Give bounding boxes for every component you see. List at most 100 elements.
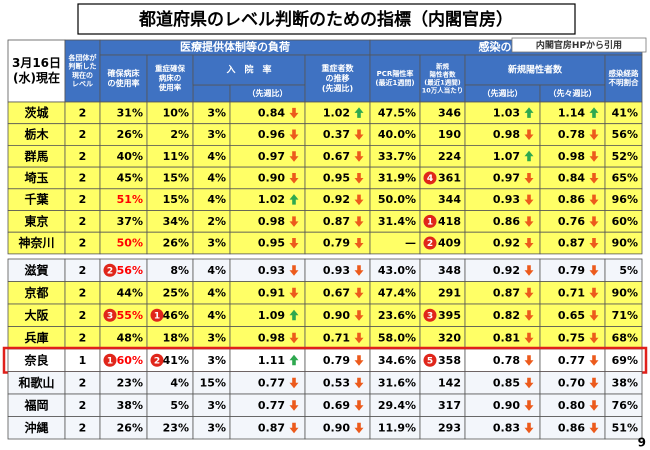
cell-text: 1.11 — [258, 354, 285, 367]
header-text: 新規陽性者数 — [508, 64, 563, 76]
rank-number: 1 — [107, 356, 113, 366]
cell-text: 395 — [438, 309, 461, 322]
cell-text: 0.93 — [323, 264, 350, 277]
cell-text: 0.98 — [558, 150, 585, 163]
table-cell — [604, 416, 643, 440]
cell-text: 0.77 — [258, 376, 285, 389]
cell-text: 90% — [612, 286, 638, 299]
cell-text: 和歌山 — [17, 375, 54, 390]
cell-text: 2 — [79, 237, 87, 250]
cell-text: 1.09 — [258, 309, 285, 322]
rank-badge — [103, 308, 117, 322]
cell-text: 348 — [438, 264, 461, 277]
cell-text: 0.67 — [323, 150, 350, 163]
cell-text: 48% — [117, 331, 143, 344]
cell-text: 40.0% — [378, 128, 416, 141]
cell-text: 51% — [612, 421, 638, 434]
trend-arrow — [289, 151, 299, 162]
trend-arrow — [524, 332, 534, 344]
header-text: 使用率 — [158, 82, 182, 92]
cell-text: 26% — [163, 237, 189, 250]
rank-badge — [103, 263, 117, 277]
header-text: 感染経路 — [609, 68, 639, 78]
cell-text: 2 — [79, 150, 87, 163]
cell-text: 26% — [117, 128, 143, 141]
cell-text: 0.96 — [258, 128, 285, 141]
cell-text: 茨城 — [24, 105, 48, 120]
cell-text: 3% — [207, 331, 226, 344]
cell-text: 2 — [79, 331, 87, 344]
trend-arrow — [354, 194, 364, 206]
trend-arrow — [524, 287, 534, 299]
cell-text: 34.6% — [378, 354, 416, 367]
cell-text: 40% — [117, 150, 143, 163]
cell-text: 2 — [79, 376, 87, 389]
header-text: 入 院 率 — [225, 64, 271, 76]
cell-text: 96% — [612, 193, 638, 206]
cell-text: 0.85 — [493, 376, 520, 389]
cell-text: 18% — [163, 331, 189, 344]
header-text: 現在の — [72, 70, 93, 79]
cell-text: 23.6% — [378, 309, 416, 322]
trend-arrow — [354, 129, 364, 141]
cell-text: 4% — [170, 376, 189, 389]
cell-text: 4% — [207, 309, 226, 322]
cell-text: — — [405, 237, 416, 250]
cell-text: 51% — [117, 193, 143, 206]
cell-text: 25% — [163, 286, 189, 299]
cell-text: 1.07 — [493, 150, 520, 163]
cell-text: 0.97 — [493, 171, 520, 184]
trend-arrow — [524, 194, 534, 206]
cell-text: 46% — [163, 309, 189, 322]
trend-arrow — [524, 265, 534, 276]
cell-text: 4% — [207, 264, 226, 277]
cell-text: 0.91 — [258, 286, 285, 299]
cell-text: 293 — [438, 421, 461, 434]
cell-text: 大阪 — [24, 307, 49, 322]
cell-text: 0.92 — [493, 264, 520, 277]
rank-badge — [150, 353, 164, 367]
rank-badge — [423, 353, 437, 367]
cell-text: 1.14 — [558, 106, 585, 119]
cell-text: 34% — [163, 215, 189, 228]
cell-text: 0.87 — [323, 215, 350, 228]
cell-text: 224 — [438, 150, 461, 163]
cell-text: 4% — [207, 193, 226, 206]
cell-text: 15% — [200, 376, 226, 389]
rank-number: 1 — [427, 217, 433, 227]
cell-text: 0.78 — [493, 354, 520, 367]
cell-text: 50.0% — [378, 193, 416, 206]
source-label: 内閣官房HPから引用 — [536, 39, 622, 51]
cell-text: 76% — [612, 399, 638, 412]
cell-text: 5% — [170, 399, 189, 412]
cell-text: 65% — [612, 171, 638, 184]
cell-text: 3% — [207, 399, 226, 412]
rank-number: 1 — [154, 311, 160, 321]
trend-arrow — [589, 194, 599, 206]
cell-text: 千葉 — [24, 192, 49, 207]
cell-text: 69% — [612, 354, 638, 367]
rank-badge — [423, 308, 437, 322]
cell-text: 0.79 — [323, 354, 350, 367]
rank-badge — [423, 236, 437, 250]
rank-badge — [423, 171, 437, 185]
rank-badge — [103, 353, 117, 367]
trend-arrow — [289, 287, 299, 299]
cell-text: 31% — [117, 106, 143, 119]
cell-text: 23% — [163, 421, 189, 434]
cell-text: 0.86 — [558, 193, 585, 206]
trend-arrow — [589, 422, 599, 434]
header-text: 病床の — [159, 73, 182, 83]
trend-arrow — [524, 422, 534, 434]
header-cell — [64, 39, 101, 103]
cell-text: 31.6% — [378, 376, 416, 389]
cell-text: 23% — [117, 376, 143, 389]
cell-text: 2% — [170, 128, 189, 141]
cell-text: 4% — [207, 286, 226, 299]
cell-text: 0.79 — [558, 264, 585, 277]
header-text: (最近1週間) — [375, 78, 414, 87]
cell-text: 0.98 — [493, 128, 520, 141]
cell-text: 10% — [163, 106, 189, 119]
cell-text: 31.4% — [378, 215, 416, 228]
cell-text: 4% — [207, 150, 226, 163]
